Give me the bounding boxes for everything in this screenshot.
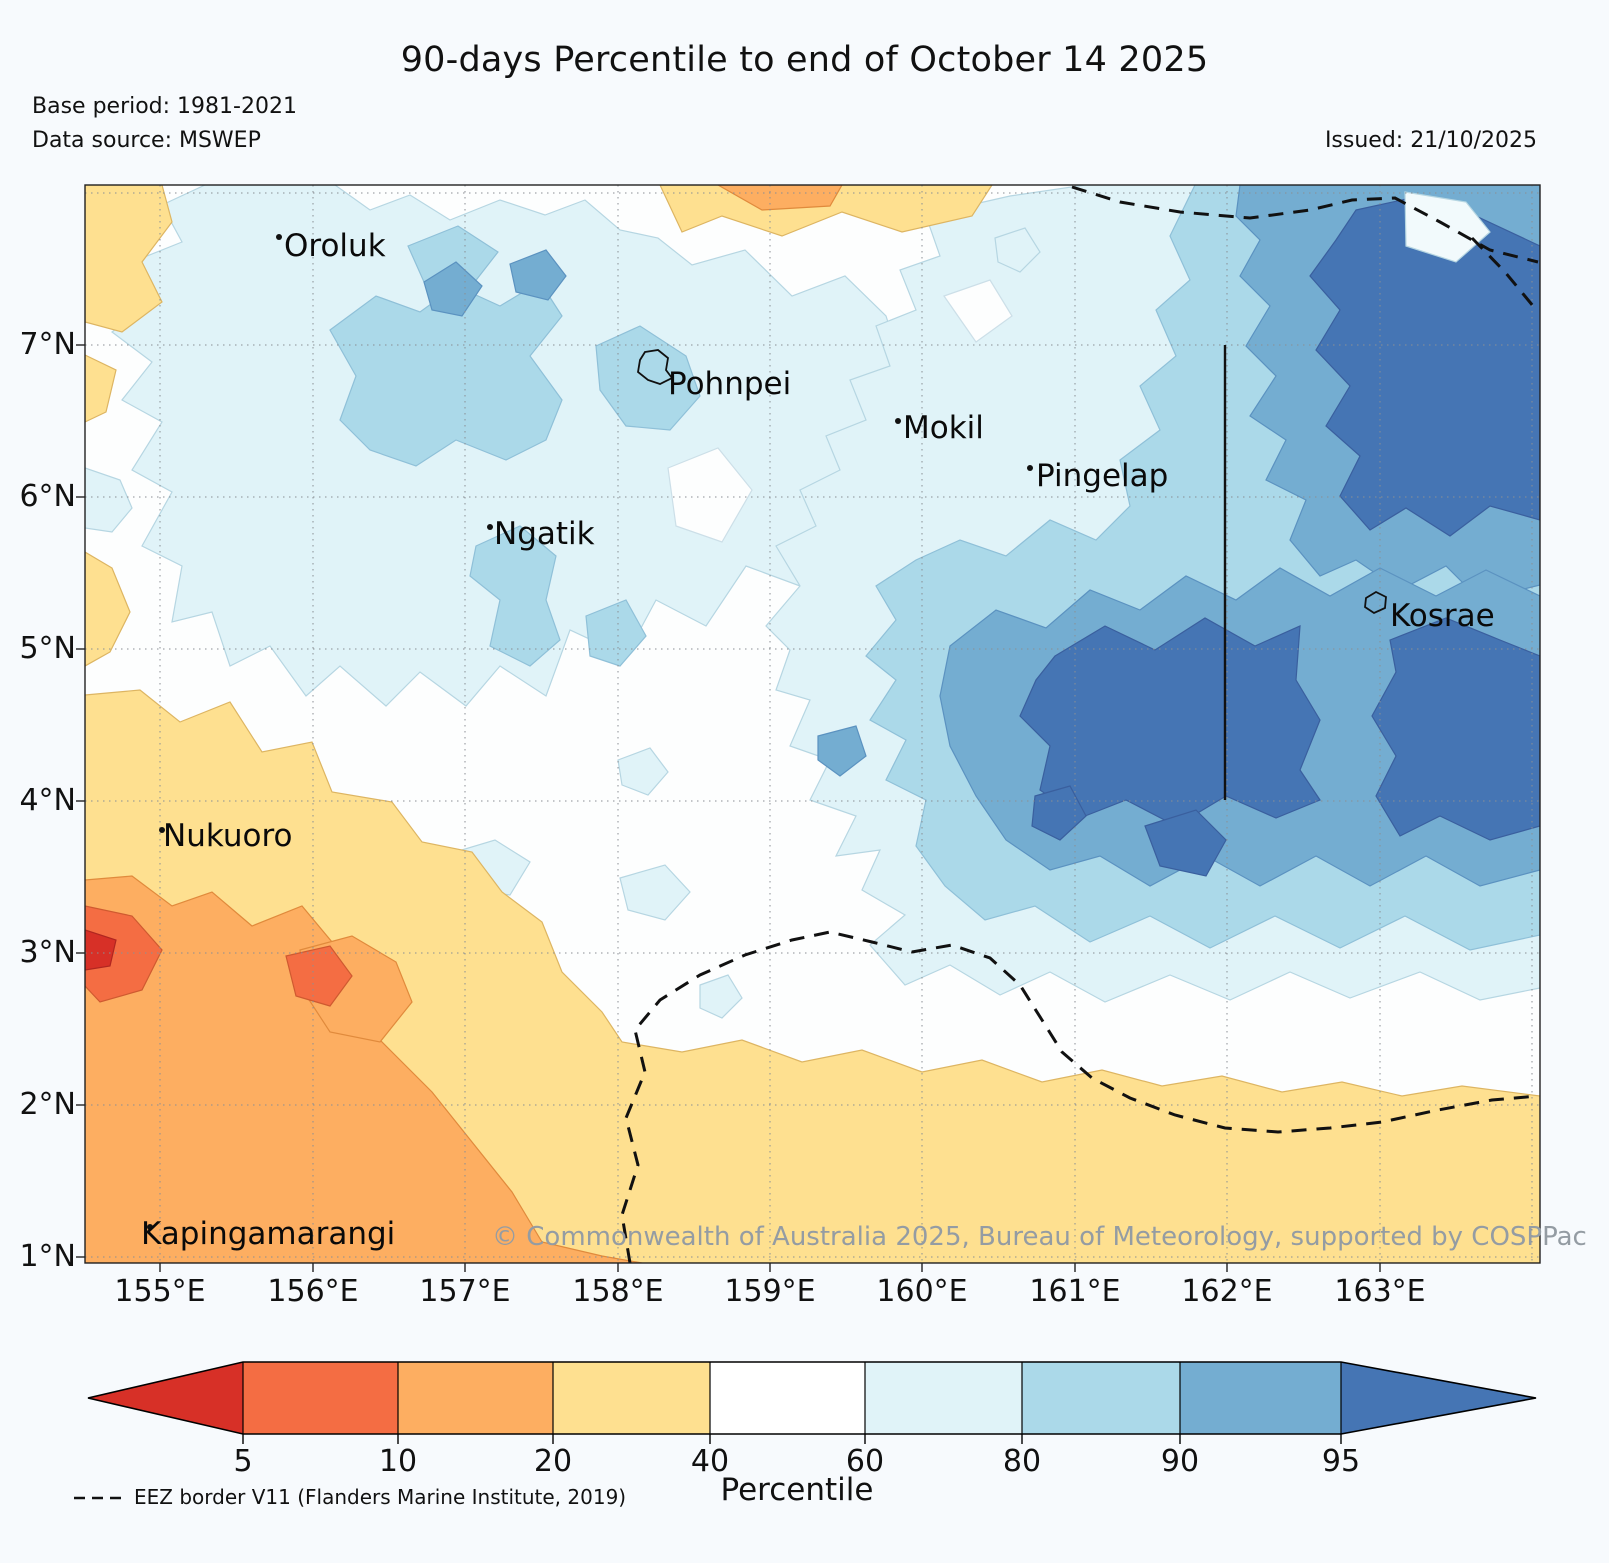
place-label-mokil: Mokil (903, 410, 984, 446)
colorbar-arrow-below-5 (88, 1362, 243, 1434)
lon-label-162e: 162°E (1181, 1274, 1273, 1309)
contour-95-plus-layer (1019, 195, 1540, 877)
place-label-nukuoro: Nukuoro (163, 818, 293, 854)
colorbar-tick-10: 10 (378, 1444, 418, 1479)
lat-label-3n: 3°N (19, 935, 76, 970)
lon-label-158e: 158°E (572, 1274, 664, 1309)
kosrae-island-icon (1364, 590, 1387, 615)
colorbar-seg-80-90 (1022, 1362, 1180, 1434)
place-label-pohnpei: Pohnpei (668, 366, 792, 402)
colorbar-tick-95: 95 (1321, 1444, 1361, 1479)
colorbar (87, 1361, 1537, 1444)
pohnpei-island-icon (637, 349, 674, 385)
lon-label-159e: 159°E (724, 1274, 816, 1309)
colorbar-tick-60: 60 (845, 1444, 885, 1479)
place-label-kosrae: Kosrae (1390, 598, 1495, 634)
colorbar-seg-5-10 (243, 1362, 398, 1434)
colorbar-seg-20-40 (553, 1362, 710, 1434)
contour-5-10-layer (85, 905, 353, 1007)
colorbar-tick-80: 80 (1002, 1444, 1042, 1479)
place-label-ngatik: Ngatik (494, 516, 595, 552)
colorbar-seg-90-95 (1180, 1362, 1341, 1434)
place-label-oroluk: Oroluk (284, 228, 386, 264)
axis-ticks (76, 344, 1381, 1272)
island-markers (147, 234, 1387, 1230)
colorbar-seg-40-60 (710, 1362, 865, 1434)
lon-label-163e: 163°E (1334, 1274, 1426, 1309)
lat-label-7n: 7°N (19, 327, 76, 362)
colorbar-tick-40: 40 (690, 1444, 730, 1479)
lat-label-1n: 1°N (19, 1239, 76, 1274)
nukuoro-marker-icon (159, 827, 165, 833)
copyright-text: © Commonwealth of Australia 2025, Bureau… (492, 1222, 1587, 1252)
lat-label-2n: 2°N (19, 1087, 76, 1122)
kapingamarangi-marker-icon (147, 1224, 153, 1230)
colorbar-arrow-above-95 (1341, 1362, 1536, 1434)
colorbar-tick-5: 5 (233, 1444, 253, 1479)
lon-label-160e: 160°E (876, 1274, 968, 1309)
lat-label-4n: 4°N (19, 783, 76, 818)
lon-label-155e: 155°E (114, 1274, 206, 1309)
contour-white-holes (667, 279, 1013, 543)
contour-below-5-layer (85, 929, 117, 971)
lon-label-161e: 161°E (1029, 1274, 1121, 1309)
colorbar-ticks (242, 1434, 1342, 1444)
place-label-pingelap: Pingelap (1036, 458, 1169, 494)
colorbar-seg-60-80 (865, 1362, 1022, 1434)
page-title: 90-days Percentile to end of October 14 … (400, 40, 1209, 80)
graticule-gridlines (85, 185, 1540, 1263)
eez-legend-note: EEZ border V11 (Flanders Marine Institut… (134, 1485, 627, 1509)
pingelap-marker-icon (1027, 465, 1033, 471)
lon-label-156e: 156°E (267, 1274, 359, 1309)
mokil-marker-icon (895, 418, 901, 424)
base-period-text: Base period: 1981-2021 (32, 94, 297, 119)
lat-label-6n: 6°N (19, 479, 76, 514)
lon-label-157e: 157°E (419, 1274, 511, 1309)
colorbar-title: Percentile (720, 1472, 874, 1508)
eez-border-line (620, 185, 1540, 1263)
colorbar-tick-20: 20 (533, 1444, 573, 1479)
map-frame (84, 184, 1541, 1264)
issued-date-text: Issued: 21/10/2025 (1324, 128, 1537, 153)
colorbar-seg-10-20 (398, 1362, 553, 1434)
data-source-text: Data source: MSWEP (32, 128, 261, 153)
oroluk-marker-icon (276, 234, 282, 240)
lat-label-5n: 5°N (19, 631, 76, 666)
contour-fill-layers (85, 185, 1540, 1263)
colorbar-tick-90: 90 (1160, 1444, 1200, 1479)
place-label-kapingamarangi: Kapingamarangi (141, 1216, 396, 1252)
ngatik-marker-icon (487, 524, 493, 530)
